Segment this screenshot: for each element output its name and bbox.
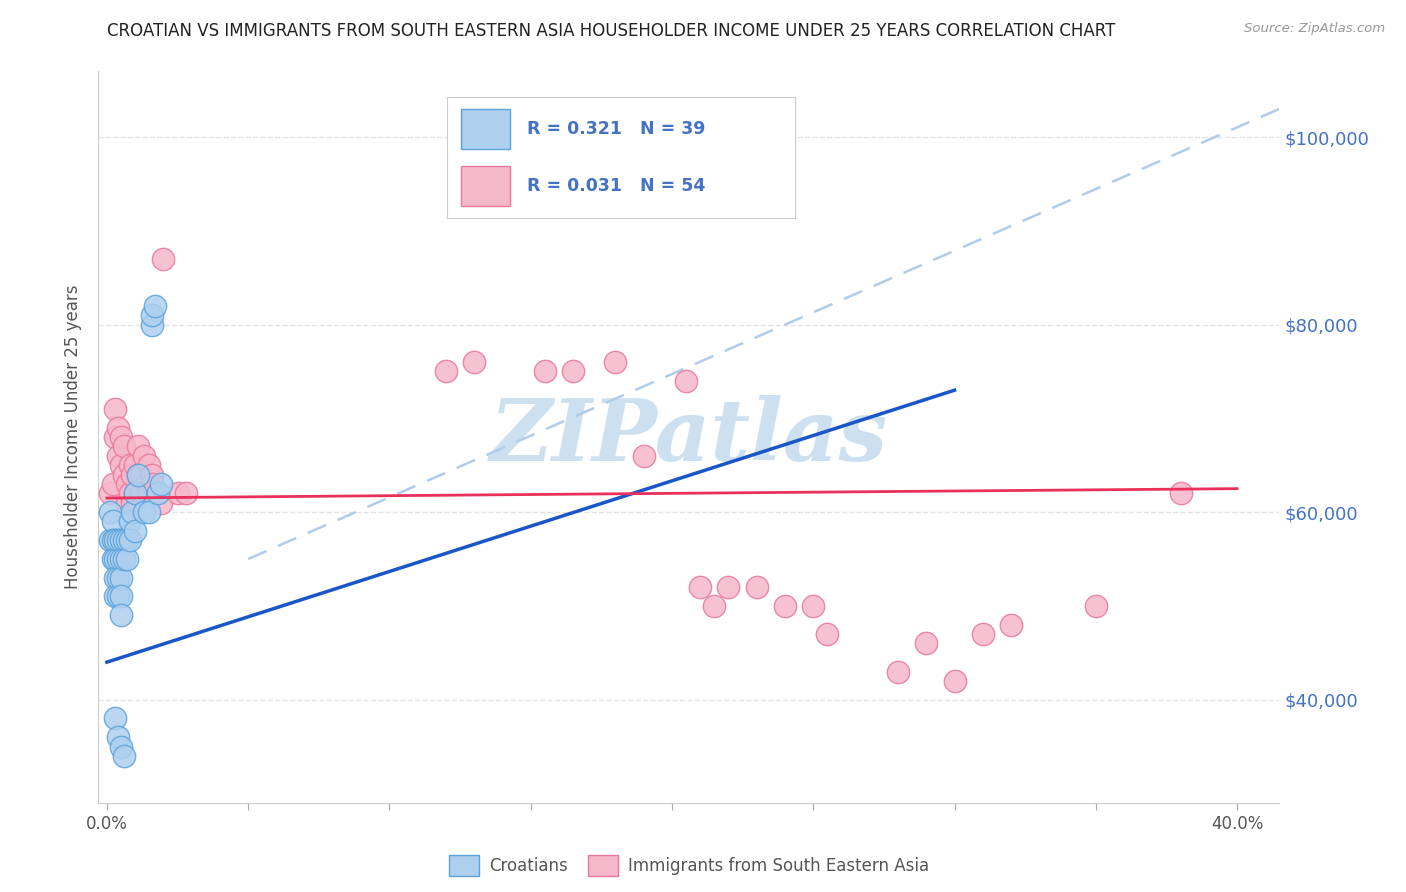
Point	[146, 486, 169, 500]
Point	[104, 533, 127, 548]
Point	[107, 420, 129, 434]
Point	[112, 533, 135, 548]
Point	[562, 364, 585, 378]
Point	[138, 486, 160, 500]
Point	[1000, 617, 1022, 632]
Point	[463, 355, 485, 369]
Point	[149, 496, 172, 510]
Point	[101, 552, 124, 566]
Point	[121, 467, 143, 482]
Point	[110, 552, 132, 566]
Point	[110, 590, 132, 604]
Point	[127, 440, 149, 454]
Point	[121, 505, 143, 519]
Point	[166, 486, 188, 500]
Point	[943, 673, 966, 688]
Point	[127, 467, 149, 482]
Point	[915, 636, 938, 650]
Point	[146, 486, 169, 500]
Point	[135, 477, 157, 491]
Point	[801, 599, 824, 613]
Text: ZIPatlas: ZIPatlas	[489, 395, 889, 479]
Text: Source: ZipAtlas.com: Source: ZipAtlas.com	[1244, 22, 1385, 36]
Point	[101, 477, 124, 491]
Point	[138, 505, 160, 519]
Point	[124, 486, 146, 500]
Point	[110, 739, 132, 754]
Point	[773, 599, 796, 613]
Legend: Croatians, Immigrants from South Eastern Asia: Croatians, Immigrants from South Eastern…	[443, 848, 935, 882]
Point	[141, 467, 163, 482]
Point	[689, 580, 711, 594]
Point	[121, 496, 143, 510]
Point	[110, 608, 132, 623]
Point	[107, 730, 129, 744]
Point	[129, 467, 152, 482]
Point	[118, 533, 141, 548]
Point	[115, 533, 138, 548]
Point	[101, 515, 124, 529]
Point	[132, 449, 155, 463]
Point	[118, 458, 141, 473]
Point	[972, 627, 994, 641]
Point	[110, 533, 132, 548]
Point	[434, 364, 457, 378]
Point	[98, 533, 121, 548]
Point	[815, 627, 838, 641]
Point	[107, 590, 129, 604]
Point	[104, 401, 127, 416]
Point	[98, 486, 121, 500]
Point	[138, 458, 160, 473]
Point	[675, 374, 697, 388]
Point	[112, 467, 135, 482]
Point	[104, 590, 127, 604]
Point	[107, 533, 129, 548]
Point	[143, 299, 166, 313]
Point	[118, 486, 141, 500]
Point	[124, 458, 146, 473]
Point	[112, 552, 135, 566]
Point	[124, 524, 146, 538]
Point	[110, 430, 132, 444]
Point	[124, 486, 146, 500]
Point	[1084, 599, 1107, 613]
Point	[107, 449, 129, 463]
Point	[141, 477, 163, 491]
Point	[110, 458, 132, 473]
Point	[115, 477, 138, 491]
Point	[745, 580, 768, 594]
Point	[107, 552, 129, 566]
Point	[104, 552, 127, 566]
Point	[112, 748, 135, 763]
Point	[127, 467, 149, 482]
Point	[104, 430, 127, 444]
Point	[703, 599, 725, 613]
Point	[132, 505, 155, 519]
Point	[112, 440, 135, 454]
Point	[98, 505, 121, 519]
Point	[887, 665, 910, 679]
Point	[115, 496, 138, 510]
Point	[141, 318, 163, 332]
Point	[633, 449, 655, 463]
Point	[717, 580, 740, 594]
Point	[107, 571, 129, 585]
Point	[149, 477, 172, 491]
Point	[115, 552, 138, 566]
Point	[534, 364, 557, 378]
Point	[110, 571, 132, 585]
Point	[141, 308, 163, 322]
Point	[174, 486, 197, 500]
Point	[1170, 486, 1192, 500]
Text: CROATIAN VS IMMIGRANTS FROM SOUTH EASTERN ASIA HOUSEHOLDER INCOME UNDER 25 YEARS: CROATIAN VS IMMIGRANTS FROM SOUTH EASTER…	[107, 22, 1116, 40]
Y-axis label: Householder Income Under 25 years: Householder Income Under 25 years	[65, 285, 83, 590]
Point	[101, 533, 124, 548]
Point	[104, 571, 127, 585]
Point	[104, 711, 127, 725]
Point	[152, 252, 174, 266]
Point	[605, 355, 627, 369]
Point	[118, 515, 141, 529]
Point	[129, 486, 152, 500]
